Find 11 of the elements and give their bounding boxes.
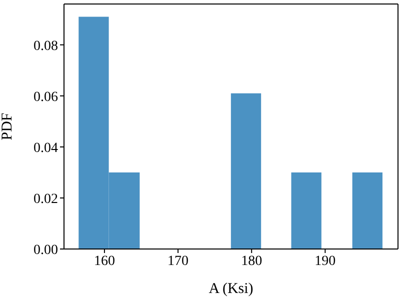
x-tick-label: 170 [168,254,189,269]
y-tick-label: 0.02 [34,192,58,207]
x-tick-label: 190 [314,254,336,269]
y-tick-label: 0.08 [34,38,58,54]
y-tick-label: 0.00 [34,242,58,258]
y-tick-label: 0.06 [34,90,58,105]
x-tick-label: 160 [94,254,115,269]
x-tick-label: 180 [241,254,262,269]
x-axis-title: A (Ksi) [208,281,254,297]
y-axis-title: PDF [0,112,16,140]
y-tick-label: 0.04 [34,140,58,156]
